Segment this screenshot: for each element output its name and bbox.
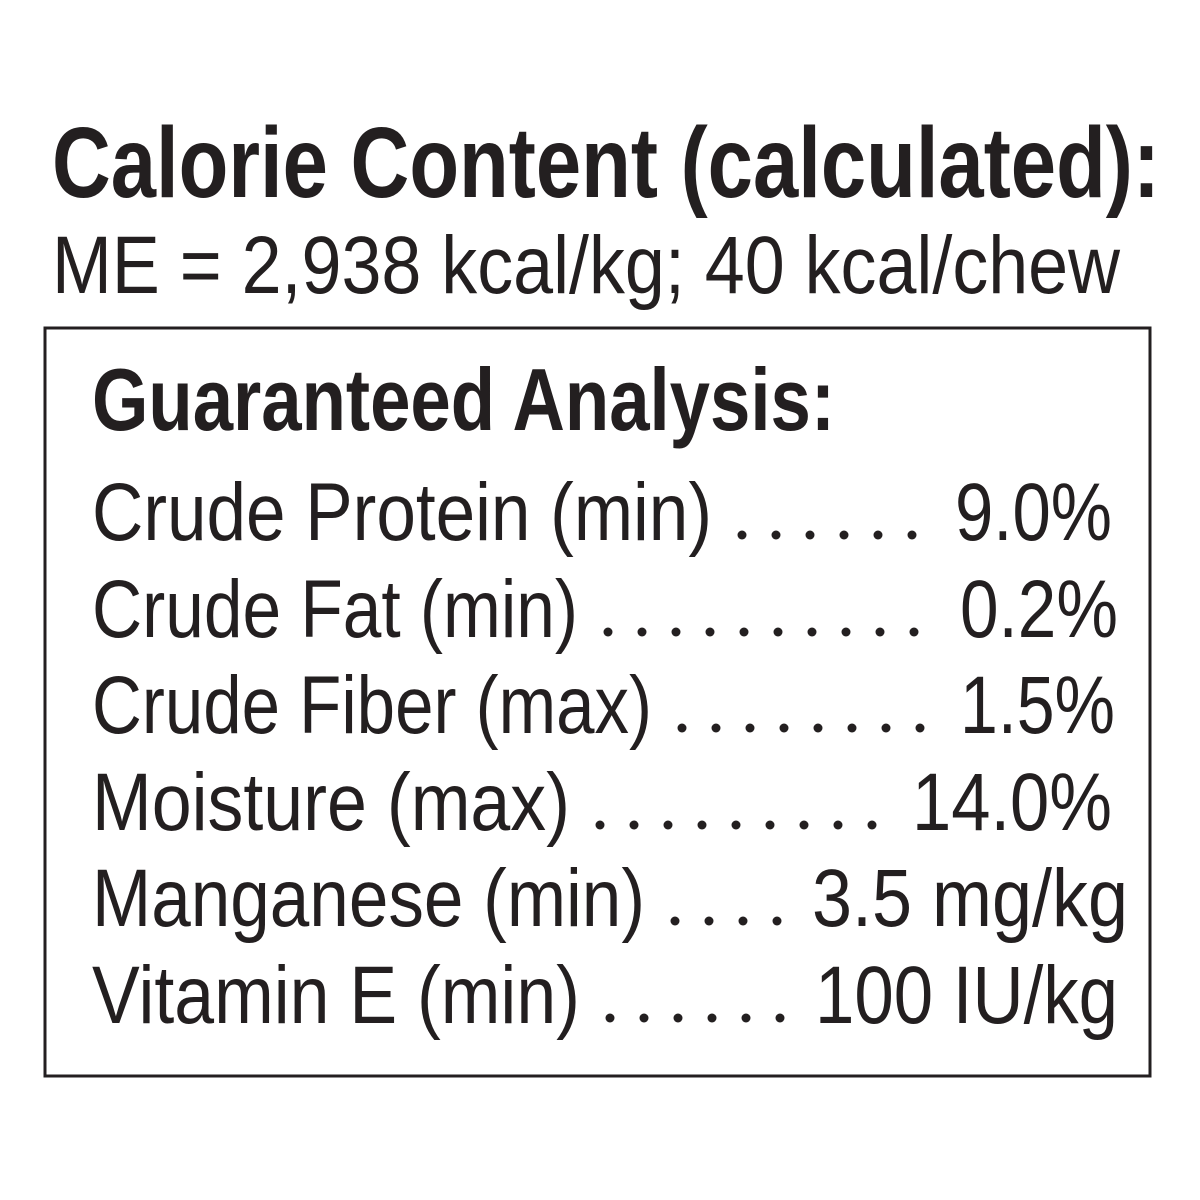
leader-dot xyxy=(737,530,747,540)
leader-dot xyxy=(805,530,815,540)
leader-dot xyxy=(637,627,647,637)
leader-dot xyxy=(705,627,715,637)
leader-dot xyxy=(738,916,748,926)
leader-dot xyxy=(867,820,877,830)
leader-dot xyxy=(704,916,714,926)
leader-dot xyxy=(639,1013,649,1023)
leader-dot xyxy=(813,723,823,733)
leader-dot xyxy=(779,723,789,733)
nutrient-value: 3.5 mg/kg xyxy=(812,853,1128,944)
nutrient-label: Crude Protein (min) xyxy=(92,467,712,558)
leader-dot xyxy=(915,723,925,733)
leader-dot xyxy=(671,627,681,637)
leader-dot xyxy=(670,916,680,926)
leader-dot xyxy=(741,1013,751,1023)
nutrient-label: Crude Fat (min) xyxy=(92,564,578,655)
leader-dot xyxy=(881,723,891,733)
leader-dot xyxy=(839,530,849,540)
leader-dot xyxy=(663,820,673,830)
calorie-title: Calorie Content (calculated): xyxy=(52,107,1160,219)
leader-dot xyxy=(677,723,687,733)
calorie-content: ME = 2,938 kcal/kg; 40 kcal/chew xyxy=(52,220,1121,311)
nutrient-value: 0.2% xyxy=(960,564,1118,655)
leader-dot xyxy=(847,723,857,733)
leader-dot xyxy=(745,723,755,733)
leader-dot xyxy=(605,1013,615,1023)
leader-dot xyxy=(673,1013,683,1023)
leader-dot xyxy=(799,820,809,830)
leader-dot xyxy=(765,820,775,830)
leader-dot xyxy=(707,1013,717,1023)
leader-dot xyxy=(873,530,883,540)
leader-dot xyxy=(841,627,851,637)
leader-dot xyxy=(739,627,749,637)
nutrient-label: Moisture (max) xyxy=(92,757,570,848)
nutrient-label: Manganese (min) xyxy=(92,853,645,944)
leader-dot xyxy=(875,627,885,637)
leader-dot xyxy=(807,627,817,637)
leader-dot xyxy=(909,627,919,637)
nutrient-value: 14.0% xyxy=(912,757,1112,848)
leader-dot xyxy=(629,820,639,830)
nutrient-value: 9.0% xyxy=(955,467,1112,558)
nutrient-label: Vitamin E (min) xyxy=(92,950,580,1041)
leader-dot xyxy=(595,820,605,830)
analysis-box xyxy=(43,326,1152,1078)
leader-dot xyxy=(773,627,783,637)
leader-dot xyxy=(771,530,781,540)
nutrient-value: 100 IU/kg xyxy=(815,950,1118,1041)
leader-dot xyxy=(731,820,741,830)
analysis-title: Guaranteed Analysis: xyxy=(92,350,835,449)
leader-dot xyxy=(697,820,707,830)
leader-dot xyxy=(711,723,721,733)
leader-dot xyxy=(772,916,782,926)
nutrient-label: Crude Fiber (max) xyxy=(92,660,652,751)
leader-dot xyxy=(603,627,613,637)
nutrient-value: 1.5% xyxy=(960,660,1115,751)
leader-dot xyxy=(833,820,843,830)
leader-dot xyxy=(775,1013,785,1023)
leader-dot xyxy=(907,530,917,540)
